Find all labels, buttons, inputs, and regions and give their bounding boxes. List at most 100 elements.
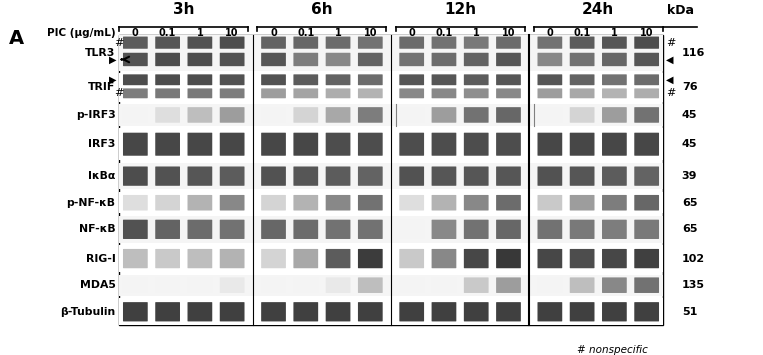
- FancyBboxPatch shape: [634, 37, 659, 49]
- FancyBboxPatch shape: [261, 302, 286, 321]
- FancyBboxPatch shape: [326, 133, 350, 156]
- Text: 1: 1: [197, 28, 203, 38]
- FancyBboxPatch shape: [634, 74, 659, 85]
- FancyBboxPatch shape: [570, 277, 594, 293]
- FancyBboxPatch shape: [294, 277, 318, 293]
- FancyBboxPatch shape: [432, 166, 456, 186]
- FancyBboxPatch shape: [358, 249, 383, 268]
- FancyBboxPatch shape: [261, 88, 286, 98]
- FancyBboxPatch shape: [294, 249, 318, 268]
- FancyBboxPatch shape: [537, 53, 562, 66]
- FancyBboxPatch shape: [634, 53, 659, 66]
- Text: 45: 45: [682, 139, 697, 149]
- Text: 1: 1: [473, 28, 480, 38]
- FancyBboxPatch shape: [358, 277, 383, 293]
- Text: 10: 10: [363, 28, 377, 38]
- FancyBboxPatch shape: [464, 133, 488, 156]
- Text: β-Tubulin: β-Tubulin: [60, 307, 115, 317]
- Bar: [119, 35, 663, 325]
- FancyBboxPatch shape: [570, 88, 594, 98]
- FancyBboxPatch shape: [537, 166, 562, 186]
- FancyBboxPatch shape: [358, 107, 383, 123]
- Bar: [119, 245, 663, 272]
- Text: 0: 0: [132, 28, 139, 38]
- FancyBboxPatch shape: [602, 88, 626, 98]
- FancyBboxPatch shape: [432, 302, 456, 321]
- FancyBboxPatch shape: [634, 88, 659, 98]
- FancyBboxPatch shape: [602, 53, 626, 66]
- Text: 65: 65: [682, 224, 697, 234]
- FancyBboxPatch shape: [399, 302, 424, 321]
- FancyBboxPatch shape: [220, 74, 244, 85]
- FancyBboxPatch shape: [464, 277, 488, 293]
- FancyBboxPatch shape: [496, 37, 521, 49]
- FancyBboxPatch shape: [294, 166, 318, 186]
- FancyBboxPatch shape: [537, 195, 562, 211]
- FancyBboxPatch shape: [602, 166, 626, 186]
- Text: # nonspecific: # nonspecific: [577, 345, 648, 355]
- FancyBboxPatch shape: [326, 166, 350, 186]
- FancyBboxPatch shape: [155, 107, 180, 123]
- Bar: [119, 35, 663, 71]
- FancyBboxPatch shape: [537, 277, 562, 293]
- FancyBboxPatch shape: [496, 107, 521, 123]
- FancyBboxPatch shape: [261, 195, 286, 211]
- FancyBboxPatch shape: [294, 220, 318, 239]
- Text: IκBα: IκBα: [88, 171, 115, 181]
- FancyBboxPatch shape: [188, 195, 212, 211]
- Text: 12h: 12h: [444, 2, 476, 17]
- FancyBboxPatch shape: [188, 220, 212, 239]
- FancyBboxPatch shape: [326, 249, 350, 268]
- Text: ▶: ▶: [109, 54, 117, 65]
- FancyBboxPatch shape: [602, 37, 626, 49]
- Text: TRIF: TRIF: [89, 82, 115, 92]
- Text: ◀: ◀: [666, 54, 673, 65]
- FancyBboxPatch shape: [602, 195, 626, 211]
- FancyBboxPatch shape: [399, 88, 424, 98]
- Text: p-NF-κB: p-NF-κB: [66, 198, 115, 208]
- FancyBboxPatch shape: [358, 220, 383, 239]
- FancyBboxPatch shape: [602, 220, 626, 239]
- Text: #: #: [667, 38, 676, 48]
- Text: 45: 45: [682, 110, 697, 120]
- FancyBboxPatch shape: [123, 220, 148, 239]
- FancyBboxPatch shape: [188, 133, 212, 156]
- FancyBboxPatch shape: [496, 302, 521, 321]
- Text: #: #: [667, 88, 676, 98]
- Bar: [119, 216, 663, 243]
- Text: kDa: kDa: [667, 4, 694, 17]
- FancyBboxPatch shape: [294, 133, 318, 156]
- FancyBboxPatch shape: [432, 37, 456, 49]
- Text: PIC (μg/mL): PIC (μg/mL): [47, 28, 115, 38]
- FancyBboxPatch shape: [261, 53, 286, 66]
- FancyBboxPatch shape: [123, 166, 148, 186]
- FancyBboxPatch shape: [188, 302, 212, 321]
- FancyBboxPatch shape: [432, 195, 456, 211]
- FancyBboxPatch shape: [464, 166, 488, 186]
- Text: 6h: 6h: [311, 2, 333, 17]
- FancyBboxPatch shape: [220, 37, 244, 49]
- FancyBboxPatch shape: [358, 133, 383, 156]
- FancyBboxPatch shape: [399, 133, 424, 156]
- FancyBboxPatch shape: [294, 195, 318, 211]
- FancyBboxPatch shape: [464, 195, 488, 211]
- Text: 1: 1: [611, 28, 618, 38]
- Text: 39: 39: [682, 171, 697, 181]
- FancyBboxPatch shape: [634, 302, 659, 321]
- FancyBboxPatch shape: [123, 74, 148, 85]
- FancyBboxPatch shape: [570, 133, 594, 156]
- FancyBboxPatch shape: [326, 220, 350, 239]
- FancyBboxPatch shape: [261, 277, 286, 293]
- FancyBboxPatch shape: [220, 195, 244, 211]
- FancyBboxPatch shape: [537, 74, 562, 85]
- Text: ▶: ▶: [109, 75, 117, 85]
- FancyBboxPatch shape: [634, 220, 659, 239]
- Text: 10: 10: [640, 28, 653, 38]
- FancyBboxPatch shape: [464, 107, 488, 123]
- FancyBboxPatch shape: [294, 302, 318, 321]
- FancyBboxPatch shape: [123, 107, 148, 123]
- FancyBboxPatch shape: [634, 133, 659, 156]
- FancyBboxPatch shape: [326, 107, 350, 123]
- FancyBboxPatch shape: [220, 302, 244, 321]
- FancyBboxPatch shape: [155, 37, 180, 49]
